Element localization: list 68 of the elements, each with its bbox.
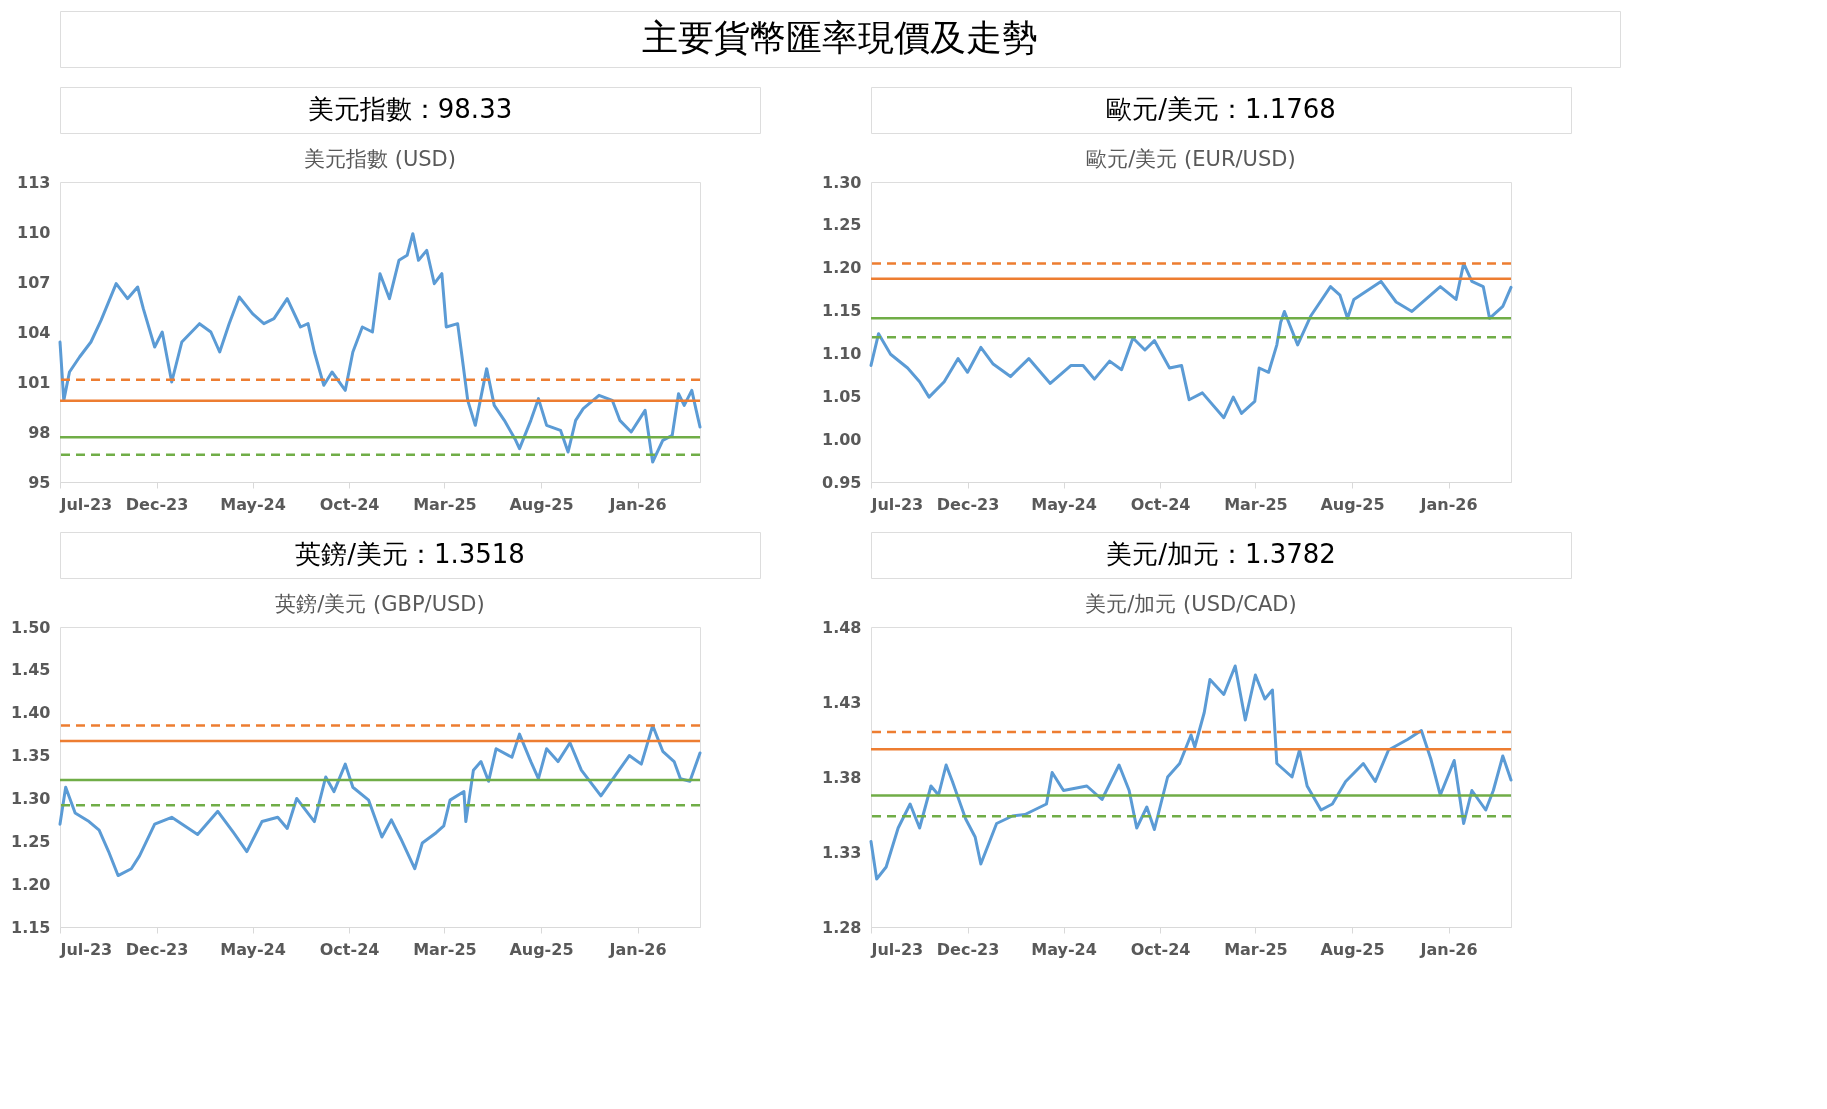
x-tick-label: Mar-25 <box>413 494 477 514</box>
y-tick-label: 1.05 <box>822 386 862 406</box>
y-tick-label: 1.40 <box>11 703 51 723</box>
y-tick-label: 1.38 <box>822 767 862 787</box>
y-tick-label: 98 <box>28 422 51 442</box>
x-tick-label: Jul-23 <box>870 494 924 514</box>
chart-title: 美元/加元 (USD/CAD) <box>1085 592 1297 616</box>
y-tick-label: 1.20 <box>11 874 51 894</box>
x-tick-label: May-24 <box>1031 494 1097 514</box>
y-tick-label: 1.00 <box>822 429 862 449</box>
x-tick-label: Jan-26 <box>1419 494 1478 514</box>
x-tick-label: Mar-25 <box>413 939 477 959</box>
x-tick-label: Aug-25 <box>1320 494 1385 514</box>
x-tick-label: Aug-25 <box>1320 939 1385 959</box>
line-series <box>58 724 702 878</box>
y-tick-label: 1.48 <box>822 617 862 637</box>
x-tick-label: Dec-23 <box>936 494 1000 514</box>
x-tick-label: May-24 <box>1031 939 1097 959</box>
x-tick-label: Oct-24 <box>1130 939 1191 959</box>
y-tick-label: 1.15 <box>11 917 51 937</box>
y-tick-label: 1.45 <box>11 660 51 680</box>
y-tick-label: 1.10 <box>822 343 862 363</box>
y-tick-label: 1.20 <box>822 258 862 278</box>
y-tick-label: 1.43 <box>822 692 862 712</box>
x-tick-label: Jan-26 <box>1419 939 1478 959</box>
y-tick-label: 104 <box>17 322 51 342</box>
y-tick-label: 1.25 <box>822 215 862 235</box>
x-tick-label: Mar-25 <box>1224 939 1288 959</box>
y-tick-label: 113 <box>17 172 51 192</box>
x-tick-label: May-24 <box>220 939 286 959</box>
y-tick-label: 1.28 <box>822 917 862 937</box>
text: 美元指數：98.33 <box>307 94 513 124</box>
x-tick-label: Dec-23 <box>125 494 189 514</box>
x-tick-label: Aug-25 <box>509 939 574 959</box>
x-tick-label: Oct-24 <box>319 494 380 514</box>
y-tick-label: 1.30 <box>822 172 862 192</box>
x-tick-label: Jan-26 <box>608 939 667 959</box>
x-tick-label: Dec-23 <box>125 939 189 959</box>
y-tick-label: 1.35 <box>11 746 51 766</box>
text: 主要貨幣匯率現價及走勢 <box>642 17 1038 58</box>
x-tick-label: Jan-26 <box>608 494 667 514</box>
y-tick-label: 95 <box>28 472 51 492</box>
x-tick-label: Dec-23 <box>936 939 1000 959</box>
chart-title: 英鎊/美元 (GBP/USD) <box>275 592 485 616</box>
x-tick-label: Mar-25 <box>1224 494 1288 514</box>
text: 美元/加元：1.3782 <box>1106 539 1336 569</box>
y-tick-label: 1.30 <box>11 788 51 808</box>
y-tick-label: 0.95 <box>822 472 862 492</box>
y-tick-label: 101 <box>17 372 51 392</box>
y-tick-label: 1.25 <box>11 831 51 851</box>
y-tick-label: 110 <box>17 222 51 242</box>
chart-title: 歐元/美元 (EUR/USD) <box>1086 147 1296 171</box>
x-tick-label: Jul-23 <box>59 494 113 514</box>
text: 英鎊/美元：1.3518 <box>295 539 525 569</box>
y-tick-label: 1.50 <box>11 617 51 637</box>
chart-title: 美元指數 (USD) <box>304 147 456 171</box>
text: 歐元/美元：1.1768 <box>1106 94 1336 124</box>
x-tick-label: Jul-23 <box>59 939 113 959</box>
y-tick-label: 1.33 <box>822 842 862 862</box>
y-tick-label: 1.15 <box>822 301 862 321</box>
line-series <box>58 232 702 464</box>
x-tick-label: Aug-25 <box>509 494 574 514</box>
x-tick-label: Oct-24 <box>319 939 380 959</box>
y-tick-label: 107 <box>17 272 51 292</box>
x-tick-label: May-24 <box>220 494 286 514</box>
x-tick-label: Oct-24 <box>1130 494 1191 514</box>
x-tick-label: Jul-23 <box>870 939 924 959</box>
line-series <box>869 664 1513 881</box>
